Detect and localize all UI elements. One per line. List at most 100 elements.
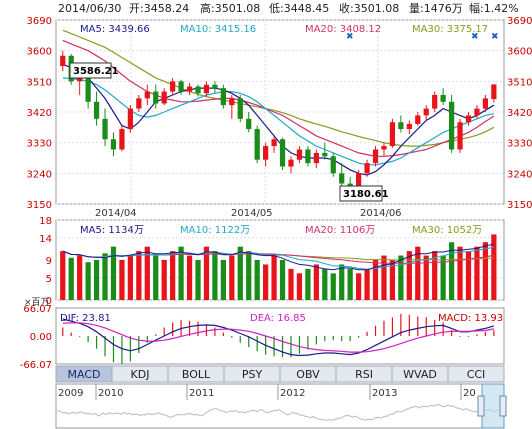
- volume-ma5-line: [62, 243, 494, 271]
- candle-body: [110, 139, 117, 150]
- volume-bar: [491, 234, 497, 300]
- volume-bar: [161, 260, 167, 300]
- macd-y-tick: 0.00: [30, 332, 52, 343]
- volume-y-tick: 9: [46, 256, 52, 267]
- low-annotation: 3180.61: [339, 185, 389, 202]
- candle-body: [127, 108, 134, 130]
- navigator-right-handle[interactable]: [499, 395, 507, 417]
- volume-bar: [246, 251, 252, 300]
- volume-bar: [229, 255, 235, 300]
- tab-rsi-label[interactable]: RSI: [355, 368, 373, 381]
- macd-y-axis: 66.07 0.00 -66.07: [20, 304, 52, 371]
- volume-bar: [482, 242, 489, 300]
- tab-psy[interactable]: PSY: [223, 365, 281, 383]
- price-y-tick-left: 3420: [27, 108, 52, 119]
- tab-obv[interactable]: OBV: [279, 365, 337, 383]
- price-ma-legend: MA5: 3439.66 MA10: 3415.16 MA20: 3408.12…: [80, 24, 488, 35]
- time-navigator[interactable]: 2009 2010 2011 2012 2013 20: [55, 383, 507, 429]
- volume-panel[interactable]: 18 14 9 5 0 MA5: 1134万 MA10: 1122万 MA20: 110…: [24, 216, 505, 308]
- navigator-selection[interactable]: [477, 383, 507, 429]
- candle-body: [153, 91, 159, 104]
- candle-body: [102, 118, 108, 140]
- candle-body: [364, 163, 370, 174]
- navigator-year-label: 2012: [280, 388, 305, 399]
- tab-cci-label[interactable]: CCI: [467, 368, 486, 381]
- indicator-tabs[interactable]: MACD KDJ BOLL PSY OBV RSI WVAD CCI: [55, 365, 505, 383]
- star-marker-icon: ✖: [491, 32, 499, 42]
- high-annotation-box: [69, 62, 112, 79]
- header-high: 高:3501.08: [200, 1, 260, 15]
- tab-wvad[interactable]: WVAD: [391, 365, 449, 383]
- volume-bar: [330, 273, 336, 300]
- candle-body: [170, 81, 176, 92]
- volume-bar: [220, 260, 226, 300]
- candle-body: [322, 152, 328, 157]
- volume-bar: [313, 264, 319, 300]
- price-y-tick-right: 3150: [507, 200, 532, 211]
- price-y-axis-right: 3690 3600 3510 3420 3330 3240 3150: [507, 16, 532, 211]
- candle-body: [339, 173, 345, 184]
- price-y-tick-left: 3600: [27, 47, 52, 58]
- tab-cci-bg[interactable]: [447, 365, 505, 383]
- volume-ma10-label: MA10: 1122万: [180, 225, 250, 236]
- volume-bar: [415, 246, 421, 300]
- volume-bar: [254, 260, 260, 300]
- macd-panel[interactable]: 66.07 0.00 -66.07 DIF: 23.81 DEA: 16.85 MA…: [20, 304, 505, 371]
- volume-ma10-line: [62, 246, 494, 270]
- candle-body: [355, 173, 362, 187]
- candle-body: [347, 183, 353, 187]
- tab-macd[interactable]: MACD: [55, 365, 113, 383]
- price-y-tick-right: 3510: [507, 77, 532, 88]
- candle-body: [406, 123, 412, 130]
- price-ma10-label: MA10: 3415.16: [180, 24, 256, 35]
- volume-bar: [127, 255, 134, 300]
- price-y-tick-left: 3240: [27, 169, 52, 180]
- volume-bar: [144, 246, 150, 300]
- candle-body: [296, 149, 303, 160]
- navigator-year-label: 2011: [189, 388, 214, 399]
- candle-body: [381, 146, 387, 150]
- volume-bar: [432, 251, 438, 300]
- volume-bar: [110, 246, 117, 300]
- volume-y-tick: 5: [46, 274, 52, 285]
- navigator-year-label: 2009: [58, 388, 83, 399]
- tab-psy-label[interactable]: PSY: [242, 368, 263, 381]
- price-panel[interactable]: 3690 3600 3510 3420 3330 3240 3150 3690 3600 351…: [27, 16, 532, 219]
- high-annotation: 3586.21: [69, 62, 119, 79]
- volume-bar: [305, 268, 311, 300]
- price-ma-lines: [62, 29, 495, 176]
- volume-unit-label: ×百万: [24, 297, 50, 308]
- tab-boll[interactable]: BOLL: [167, 365, 225, 383]
- tab-boll-label[interactable]: BOLL: [182, 368, 211, 381]
- volume-ma-lines: [62, 243, 494, 271]
- tab-kdj[interactable]: KDJ: [111, 365, 169, 383]
- navigator-left-handle[interactable]: [477, 395, 485, 417]
- volume-bar: [296, 273, 303, 300]
- candle-body: [448, 101, 455, 150]
- volume-ma5-label: MA5: 1134万: [80, 225, 144, 236]
- tab-kdj-label[interactable]: KDJ: [131, 368, 150, 381]
- volume-bar: [60, 251, 66, 300]
- tab-rsi[interactable]: RSI: [335, 365, 393, 383]
- event-markers: ✖ ✖ ✖: [346, 32, 499, 42]
- volume-bar: [364, 268, 370, 300]
- volume-bar: [465, 251, 472, 300]
- tab-wvad-label[interactable]: WVAD: [403, 368, 437, 381]
- header-change: 幅:1.42%: [469, 2, 519, 15]
- volume-bar: [355, 273, 362, 300]
- price-y-axis-left: 3690 3600 3510 3420 3330 3240 3150: [27, 16, 52, 211]
- price-y-tick-left: 3150: [27, 200, 52, 211]
- candle-body: [432, 94, 438, 109]
- high-annotation-text: 3586.21: [73, 66, 119, 77]
- candle-body: [330, 156, 336, 174]
- tab-cci[interactable]: CCI: [447, 365, 505, 383]
- candle-body: [178, 81, 184, 92]
- tab-obv-label[interactable]: OBV: [296, 368, 320, 381]
- volume-bar: [195, 260, 201, 300]
- macd-histogram: [62, 313, 495, 364]
- price-ma10-line: [62, 77, 495, 166]
- tab-macd-label[interactable]: MACD: [68, 368, 101, 381]
- candle-body: [60, 55, 66, 66]
- volume-bar: [339, 264, 345, 300]
